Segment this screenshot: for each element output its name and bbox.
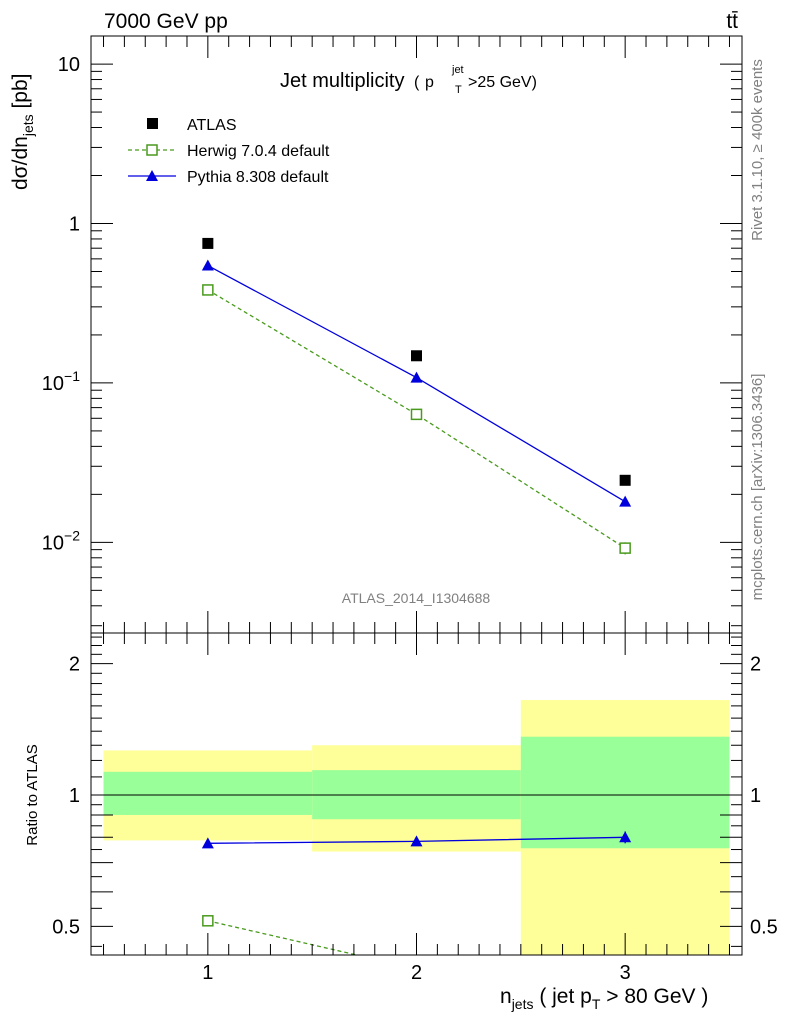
xlabel-sub2: T (592, 996, 601, 1012)
y-tick-label: 10 (58, 54, 80, 76)
legend-pythia-marker (146, 170, 158, 181)
herwig-point (202, 284, 214, 296)
herwig-line (207, 920, 360, 955)
y-tick-base: 10 (58, 54, 80, 76)
x-tick-label: 1 (202, 962, 213, 984)
ratio-tick-label-right: 0.5 (750, 916, 778, 938)
legend-atlas-marker (147, 118, 158, 129)
y-tick-exponent: −1 (64, 368, 80, 384)
y-tick-label: 1 (69, 213, 80, 235)
title-rest: >25 GeV) (468, 74, 537, 91)
herwig-point (619, 542, 631, 554)
title-p: p (425, 74, 434, 91)
legend: ATLAS Herwig 7.0.4 default Pythia 8.308 … (128, 117, 330, 186)
ylabel-sub: jets (20, 114, 36, 137)
pythia-point (619, 831, 632, 843)
y-tick-base: 1 (69, 213, 80, 235)
y-tick-exponent: −2 (64, 527, 80, 543)
atlas-point (619, 474, 631, 486)
pythia-point (410, 835, 423, 847)
main-series (201, 237, 632, 555)
ratio-ylabel: Ratio to ATLAS (24, 744, 41, 845)
analysis-watermark: ATLAS_2014_I1304688 (342, 590, 491, 606)
rivet-label: Rivet 3.1.10, ≥ 400k events (749, 59, 766, 241)
pythia-line (207, 264, 626, 503)
x-axis-label: njets ( jet pT > 80 GeV ) (500, 985, 708, 1012)
ratio-series-clipped (201, 831, 632, 955)
atlas-point (202, 237, 214, 249)
legend-herwig-marker (146, 144, 158, 156)
herwig-point (202, 915, 214, 927)
herwig-point (410, 408, 423, 421)
ratio-series (201, 831, 632, 955)
xlabel-sub: jets (511, 996, 534, 1012)
title-sup: jet (451, 64, 464, 76)
ratio-tick-label-left: 0.5 (52, 916, 80, 938)
ratio-bands (103, 700, 730, 955)
y-tick-base: 10 (42, 532, 64, 554)
stat-uncertainty-band (103, 771, 313, 815)
ratio-x-ticks: 1 2 3 (103, 633, 730, 984)
title-sub: T (455, 84, 462, 96)
process-label: tt̄ (726, 10, 738, 33)
legend-pythia-label: Pythia 8.308 default (187, 169, 329, 186)
pythia-point (619, 495, 632, 507)
pythia-point (410, 371, 423, 383)
stat-uncertainty-band (520, 736, 730, 849)
xlabel-open: ( jet p (533, 985, 591, 1008)
ratio-tick-label-right: 2 (750, 654, 761, 676)
xlabel-main: n (500, 985, 512, 1008)
legend-atlas-label: ATLAS (187, 117, 237, 134)
atlas-point (411, 350, 422, 362)
x-tick-label: 2 (411, 962, 422, 984)
xlabel-rest: > 80 GeV ) (600, 985, 708, 1008)
ratio-y-ticks: 0.5 0.5 1 1 2 2 (52, 636, 778, 947)
main-ylabel: dσ/dnjets [pb] (9, 73, 36, 190)
y-tick-base: 10 (42, 373, 64, 395)
ylabel-main: dσ/dn (9, 136, 32, 190)
energy-label: 7000 GeV pp (104, 10, 228, 33)
ratio-tick-label-right: 1 (750, 785, 761, 807)
ratio-tick-label-left: 2 (69, 654, 80, 676)
main-x-ticks (103, 36, 730, 633)
pythia-point (201, 837, 214, 849)
ratio-tick-label-left: 1 (69, 785, 80, 807)
ylabel-unit: [pb] (9, 73, 32, 114)
herwig-line (207, 289, 626, 549)
legend-herwig-label: Herwig 7.0.4 default (187, 143, 330, 160)
chart-title: Jet multiplicity ( p (280, 70, 434, 92)
ratio-panel: 0.5 0.5 1 1 2 2 1 2 3 Ratio to ATLAS njets ( je… (24, 632, 778, 1012)
y-tick-label: 10−1 (42, 368, 80, 395)
mcplots-label: mcplots.cern.ch [arXiv:1306.3436] (749, 374, 766, 601)
x-tick-label: 3 (620, 962, 631, 984)
y-tick-label: 10−2 (42, 527, 80, 554)
pythia-point (201, 259, 214, 271)
title-open: ( (414, 74, 420, 91)
title-main: Jet multiplicity (280, 70, 404, 92)
